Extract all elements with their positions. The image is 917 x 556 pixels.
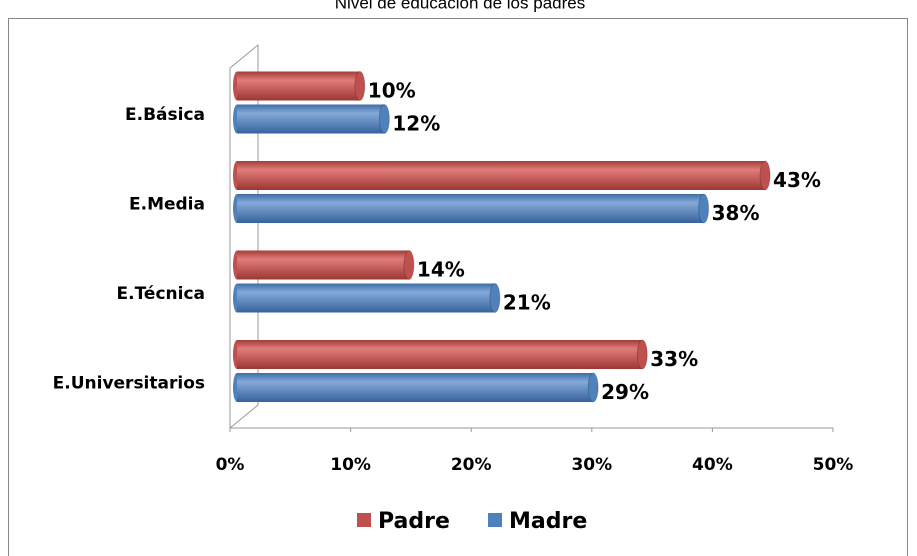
x-tick-label: 30% <box>571 455 612 475</box>
data-label: 10% <box>368 79 416 103</box>
bar <box>237 71 360 101</box>
back-wall <box>229 43 259 430</box>
bar-cap <box>587 372 599 403</box>
x-tick-label: 50% <box>813 455 854 475</box>
data-label: 12% <box>392 112 440 136</box>
legend-label: Padre <box>378 509 450 534</box>
bar <box>237 283 495 313</box>
chart-title: Nivel de educación de los padres <box>335 0 585 12</box>
bar-cap <box>489 283 501 313</box>
bar <box>237 161 766 190</box>
data-label: 29% <box>601 380 649 404</box>
legend-label: Madre <box>509 509 587 534</box>
bar-cap <box>378 104 390 134</box>
x-tick-label: 0% <box>216 455 245 475</box>
bar-cap <box>698 193 710 224</box>
bar <box>237 373 594 402</box>
bar <box>237 104 385 134</box>
x-tick-label: 40% <box>692 455 733 475</box>
frame <box>8 18 908 556</box>
data-label: 38% <box>712 201 760 225</box>
data-label: 21% <box>503 291 551 315</box>
bar-cap <box>354 71 366 101</box>
bar <box>237 340 643 369</box>
y-tick-label: E.Básica <box>125 105 205 125</box>
y-tick-label: E.Universitarios <box>53 374 205 394</box>
bar <box>237 250 409 280</box>
data-label: 14% <box>417 258 465 282</box>
bar <box>237 194 704 223</box>
y-tick-label: E.Media <box>129 195 205 215</box>
legend-swatch <box>488 513 502 527</box>
y-tick-label: E.Técnica <box>117 284 206 304</box>
bar-cap <box>759 160 771 191</box>
data-label: 33% <box>650 347 698 371</box>
x-tick-label: 20% <box>451 455 492 475</box>
legend-swatch <box>357 513 371 527</box>
bar-cap <box>636 339 648 370</box>
x-tick-label: 10% <box>330 455 371 475</box>
bar-cap <box>403 250 415 280</box>
data-label: 43% <box>773 168 821 192</box>
